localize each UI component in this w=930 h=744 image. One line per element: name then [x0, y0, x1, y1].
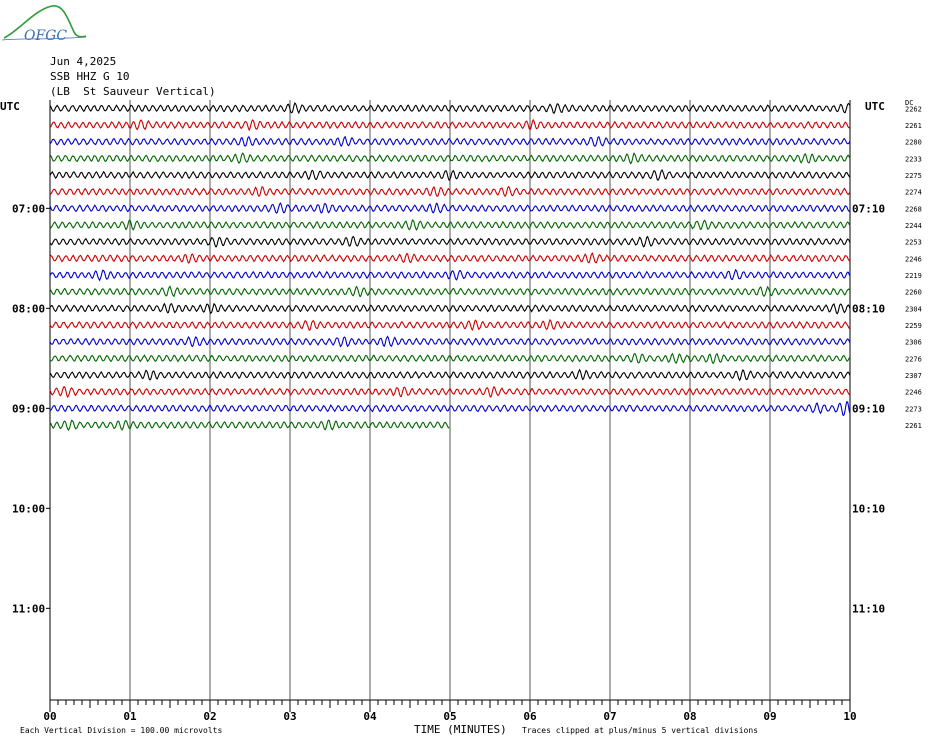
- footer-division-note: Each Vertical Division = 100.00 microvol…: [20, 726, 222, 735]
- location-label: (LB St Sauveur Vertical): [50, 85, 216, 98]
- x-tick-label: 04: [363, 710, 377, 723]
- dc-value-label: 2268: [905, 205, 922, 213]
- dc-value-label: 2219: [905, 272, 922, 280]
- seismic-trace: [49, 401, 851, 417]
- x-axis-label: TIME (MINUTES): [414, 723, 507, 736]
- seismic-trace: [49, 102, 851, 115]
- left-hour-label: 09:00: [12, 402, 45, 415]
- seismic-trace: [49, 368, 851, 382]
- dc-value-label: 2304: [905, 305, 922, 313]
- left-hour-label: 10:00: [12, 502, 45, 515]
- seismic-trace: [49, 352, 851, 365]
- seismic-trace: [49, 219, 851, 231]
- x-tick-label: 03: [283, 710, 296, 723]
- dc-value-label: 2261: [905, 122, 922, 130]
- dc-value-label: 2280: [905, 139, 922, 147]
- x-tick-label: 02: [203, 710, 216, 723]
- left-hour-label: 08:00: [12, 302, 45, 315]
- dc-value-label: 2246: [905, 255, 922, 263]
- seismic-trace: [49, 302, 851, 315]
- right-hour-label: 08:10: [852, 302, 885, 315]
- ofgc-logo: OFGC: [1, 5, 87, 44]
- dc-value-label: 2233: [905, 155, 922, 163]
- dc-value-label: 2259: [905, 322, 922, 330]
- seismic-trace: [49, 235, 851, 248]
- right-utc-label: UTC: [865, 100, 885, 113]
- dc-value-label: 2276: [905, 355, 922, 363]
- x-tick-label: 00: [43, 710, 56, 723]
- station-label: SSB HHZ G 10: [50, 70, 130, 83]
- seismic-trace: [49, 335, 851, 348]
- logo-underline-icon: [1, 36, 87, 41]
- logo-swoosh-icon: [3, 5, 87, 39]
- seismic-trace: [49, 185, 851, 197]
- x-tick-label: 06: [523, 710, 537, 723]
- dc-header-label: DC: [905, 99, 913, 107]
- left-hour-label: 07:00: [12, 202, 45, 215]
- seismic-trace: [49, 385, 851, 399]
- right-hour-label: 07:10: [852, 202, 885, 215]
- dc-value-label: 2253: [905, 239, 922, 247]
- seismic-trace: [49, 268, 851, 282]
- left-utc-label: UTC: [0, 100, 20, 113]
- seismic-trace: [49, 252, 851, 264]
- right-hour-label: 09:10: [852, 402, 885, 415]
- date-label: Jun 4,2025: [50, 55, 117, 68]
- x-tick-label: 05: [443, 710, 456, 723]
- seismic-trace: [49, 419, 450, 432]
- right-hour-label: 10:10: [852, 502, 885, 515]
- dc-value-label: 2260: [905, 289, 922, 297]
- seismic-trace: [49, 168, 851, 182]
- logo-text: OFGC: [24, 28, 67, 44]
- dc-value-label: 2262: [905, 105, 922, 113]
- seismic-trace: [49, 118, 851, 132]
- seismic-trace: [49, 202, 851, 214]
- seismic-trace: [49, 285, 851, 298]
- x-tick-label: 09: [763, 710, 776, 723]
- x-tick-label: 08: [683, 710, 696, 723]
- dc-value-label: 2246: [905, 389, 922, 397]
- dc-value-label: 2261: [905, 422, 922, 430]
- x-tick-label: 07: [603, 710, 616, 723]
- dc-value-label: 2273: [905, 405, 922, 413]
- dc-value-label: 2306: [905, 339, 922, 347]
- right-hour-label: 11:10: [852, 602, 885, 615]
- x-tick-label: 01: [123, 710, 137, 723]
- seismic-trace: [49, 318, 851, 331]
- dc-value-label: 2274: [905, 189, 922, 197]
- seismic-trace: [49, 152, 851, 165]
- footer-clip-note: Traces clipped at plus/minus 5 vertical …: [522, 726, 758, 735]
- dc-value-label: 2244: [905, 222, 922, 230]
- left-hour-label: 11:00: [12, 602, 45, 615]
- seismic-trace: [49, 135, 851, 147]
- dc-value-label: 2307: [905, 372, 922, 380]
- dc-value-label: 2275: [905, 172, 922, 180]
- x-tick-label: 10: [843, 710, 856, 723]
